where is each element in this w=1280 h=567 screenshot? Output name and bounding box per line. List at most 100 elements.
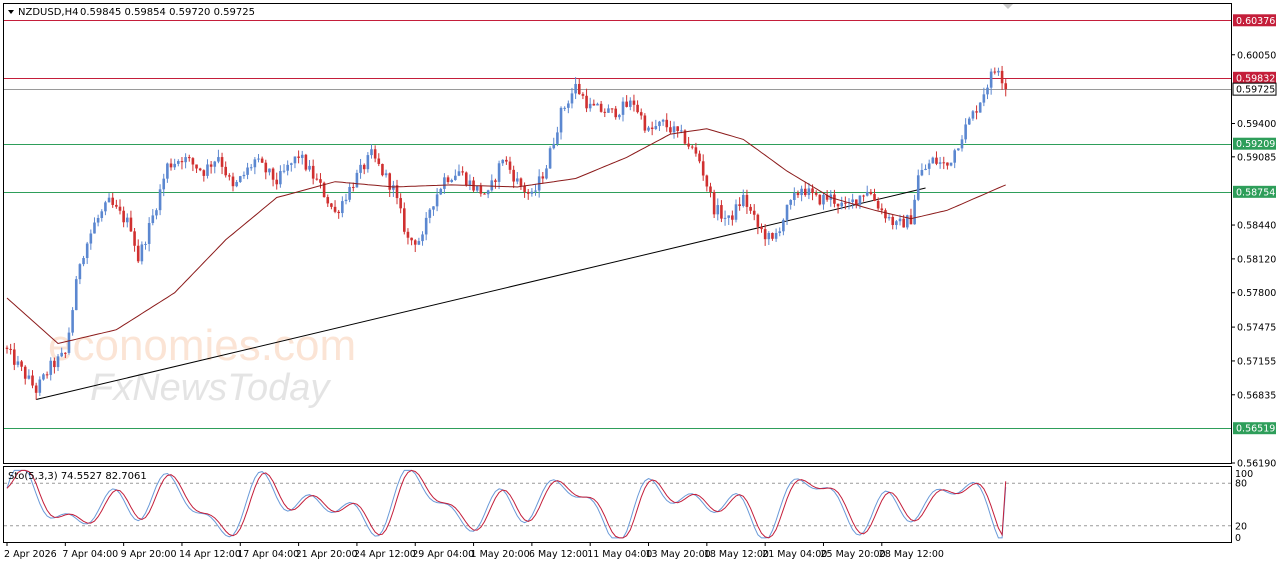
candle <box>20 359 23 372</box>
candle <box>220 152 224 175</box>
candle <box>16 355 20 368</box>
candle <box>107 193 111 203</box>
candle <box>82 255 85 267</box>
candle <box>836 203 840 214</box>
candle <box>71 307 74 336</box>
candle <box>231 172 235 192</box>
dropdown-triangle-icon[interactable] <box>8 10 14 14</box>
candle <box>282 164 286 174</box>
candle <box>384 169 388 178</box>
moving-average-line <box>6 128 1006 345</box>
candle <box>618 113 621 120</box>
candle <box>723 210 727 226</box>
candle <box>752 204 756 221</box>
candle <box>672 121 676 139</box>
candle <box>967 116 971 125</box>
candle <box>359 158 362 179</box>
price-axis: 0.60050 0.59400 0.59085 0.58440 0.58120 0.578… <box>1231 50 1276 470</box>
price-tick-label: 0.59400 <box>1237 119 1276 130</box>
candle <box>599 100 603 113</box>
candle <box>464 171 468 187</box>
candle <box>115 199 118 209</box>
candle <box>654 119 658 131</box>
price-tag-bg <box>1233 185 1276 198</box>
candle <box>417 237 421 246</box>
candle <box>577 78 581 95</box>
candle <box>461 166 464 176</box>
candle <box>694 142 698 157</box>
candle <box>133 227 136 252</box>
candle <box>1004 79 1008 97</box>
candle <box>610 108 614 114</box>
candle <box>290 162 293 172</box>
stoch-level-label: 80 <box>1235 479 1247 490</box>
candle <box>669 120 672 135</box>
support-trendline[interactable] <box>36 187 926 401</box>
candle <box>450 178 453 183</box>
candle <box>468 174 472 191</box>
candle <box>122 206 125 228</box>
candle <box>348 182 351 203</box>
candle <box>800 185 803 202</box>
candle <box>516 171 519 185</box>
candle <box>567 100 570 114</box>
candle <box>264 159 268 180</box>
candle <box>268 168 271 176</box>
candle <box>964 118 967 144</box>
candle <box>953 148 956 169</box>
candle <box>315 173 319 181</box>
candle <box>949 162 953 167</box>
candle <box>187 154 191 162</box>
candle <box>166 162 169 183</box>
candle <box>421 231 424 246</box>
candle <box>818 194 822 206</box>
candle <box>330 202 333 210</box>
time-axis: 2 Apr 2026 7 Apr 04:00 9 Apr 20:00 14 Apr 1… <box>4 542 944 560</box>
candle <box>960 135 964 152</box>
candle <box>526 188 530 200</box>
candle <box>760 223 763 233</box>
candle <box>603 108 607 118</box>
time-tick-label: 13 May 20:00 <box>646 549 711 560</box>
candle <box>523 182 526 198</box>
candle <box>479 182 483 197</box>
candle <box>698 150 701 164</box>
candle <box>785 204 789 226</box>
candle <box>370 144 373 159</box>
candle <box>399 193 402 214</box>
candle <box>658 120 661 131</box>
candle <box>34 382 38 400</box>
symbol-label: NZDUSD,H4 <box>18 7 78 18</box>
candle <box>767 231 771 245</box>
candle <box>486 189 490 199</box>
candle <box>432 206 435 216</box>
candle <box>938 156 942 169</box>
candle <box>271 167 275 187</box>
candle <box>177 159 180 167</box>
candle <box>238 175 242 183</box>
candle <box>242 171 246 179</box>
candle <box>472 176 475 193</box>
candle <box>909 208 913 225</box>
candle <box>971 109 975 121</box>
candle <box>563 106 566 112</box>
candle <box>5 345 9 354</box>
candle <box>362 163 366 175</box>
candle <box>731 210 734 226</box>
candle <box>927 159 931 176</box>
candle <box>64 352 67 359</box>
candle <box>483 193 486 195</box>
price-tick-label: 0.59085 <box>1237 152 1276 163</box>
scroll-marker-icon[interactable] <box>1003 4 1013 9</box>
candle <box>158 184 162 216</box>
candle <box>581 92 585 100</box>
candle <box>9 343 12 355</box>
candle <box>202 169 206 182</box>
stoch-level-label: 0 <box>1235 533 1241 544</box>
candle <box>993 67 997 75</box>
candle <box>144 241 147 250</box>
candle <box>45 371 49 379</box>
candle <box>884 208 887 223</box>
candle <box>796 190 800 198</box>
